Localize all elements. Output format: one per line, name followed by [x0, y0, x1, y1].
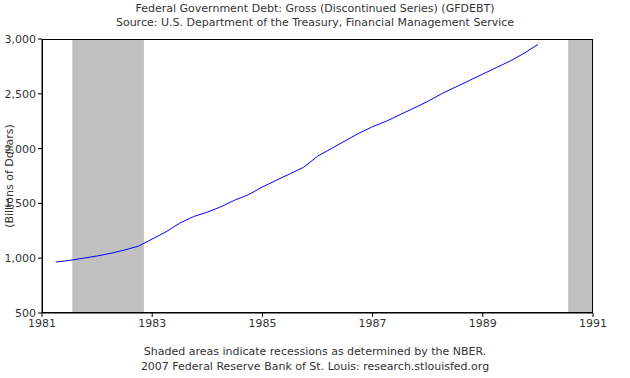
svg-text:1983: 1983	[138, 317, 166, 330]
svg-text:3,000: 3,000	[8, 33, 36, 46]
html-text:Source: U.S. Department of the: Source: U.S. Department of the Treasury,…	[115, 16, 515, 29]
svg-text:1,000: 1,000	[8, 252, 36, 265]
html-text:Shaded areas indicate recessio: Shaded areas indicate recessions as dete…	[143, 345, 487, 358]
svg-text:1987: 1987	[359, 317, 387, 330]
svg-text:1981: 1981	[28, 316, 56, 330]
svg-text:1989: 1989	[469, 317, 497, 330]
svg-text:1985: 1985	[248, 317, 276, 330]
html-text:Federal Government Debt: Gross: Federal Government Debt: Gross (Disconti…	[135, 2, 495, 15]
svg-text:1991: 1991	[579, 317, 607, 330]
html-text:(Billions of Dollars): (Billions of Dollars)	[2, 124, 16, 228]
svg-text:2,500: 2,500	[8, 88, 36, 101]
svg-text:500: 500	[15, 307, 36, 320]
html-text:2007 Federal Reserve Bank of S: 2007 Federal Reserve Bank of St. Louis: …	[140, 360, 490, 373]
